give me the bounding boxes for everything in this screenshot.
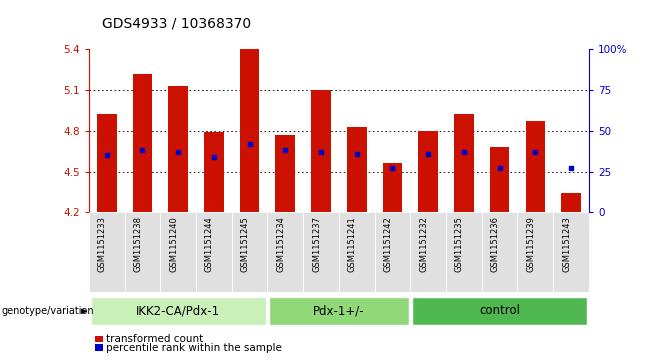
Bar: [204, 132, 224, 212]
Text: GSM1151240: GSM1151240: [169, 216, 178, 272]
Text: GSM1151235: GSM1151235: [455, 216, 464, 272]
Bar: [347, 127, 367, 212]
Bar: [232, 212, 267, 292]
Text: percentile rank within the sample: percentile rank within the sample: [106, 343, 282, 353]
Bar: [168, 86, 188, 212]
Text: GSM1151232: GSM1151232: [419, 216, 428, 272]
Bar: [411, 212, 446, 292]
Bar: [412, 297, 587, 325]
Bar: [490, 147, 509, 212]
Bar: [374, 212, 411, 292]
Bar: [161, 212, 196, 292]
Bar: [382, 163, 402, 212]
Text: Pdx-1+/-: Pdx-1+/-: [313, 304, 365, 317]
Bar: [418, 131, 438, 212]
Text: GDS4933 / 10368370: GDS4933 / 10368370: [102, 17, 251, 31]
Text: GSM1151233: GSM1151233: [97, 216, 107, 272]
Bar: [269, 297, 409, 325]
Bar: [240, 49, 259, 212]
Bar: [133, 74, 152, 212]
Bar: [339, 212, 374, 292]
Text: GSM1151236: GSM1151236: [491, 216, 499, 272]
Text: genotype/variation: genotype/variation: [1, 306, 94, 316]
Text: GSM1151243: GSM1151243: [562, 216, 571, 272]
Bar: [454, 114, 474, 212]
Text: GSM1151237: GSM1151237: [312, 216, 321, 272]
Text: GSM1151245: GSM1151245: [241, 216, 249, 272]
Bar: [303, 212, 339, 292]
Bar: [561, 193, 581, 212]
Bar: [95, 344, 103, 351]
Bar: [95, 336, 103, 342]
Text: IKK2-CA/Pdx-1: IKK2-CA/Pdx-1: [136, 304, 220, 317]
Bar: [267, 212, 303, 292]
Bar: [526, 121, 545, 212]
Bar: [517, 212, 553, 292]
Text: transformed count: transformed count: [106, 334, 203, 344]
Bar: [311, 90, 331, 212]
Bar: [446, 212, 482, 292]
Bar: [553, 212, 589, 292]
Text: GSM1151239: GSM1151239: [526, 216, 536, 272]
Bar: [89, 212, 124, 292]
Text: control: control: [479, 304, 520, 317]
Text: GSM1151244: GSM1151244: [205, 216, 214, 272]
Bar: [124, 212, 161, 292]
Text: GSM1151234: GSM1151234: [276, 216, 286, 272]
Bar: [97, 114, 116, 212]
Bar: [276, 135, 295, 212]
Text: GSM1151242: GSM1151242: [384, 216, 392, 272]
Bar: [196, 212, 232, 292]
Bar: [91, 297, 266, 325]
Bar: [482, 212, 517, 292]
Text: GSM1151238: GSM1151238: [134, 216, 142, 272]
Text: GSM1151241: GSM1151241: [347, 216, 357, 272]
